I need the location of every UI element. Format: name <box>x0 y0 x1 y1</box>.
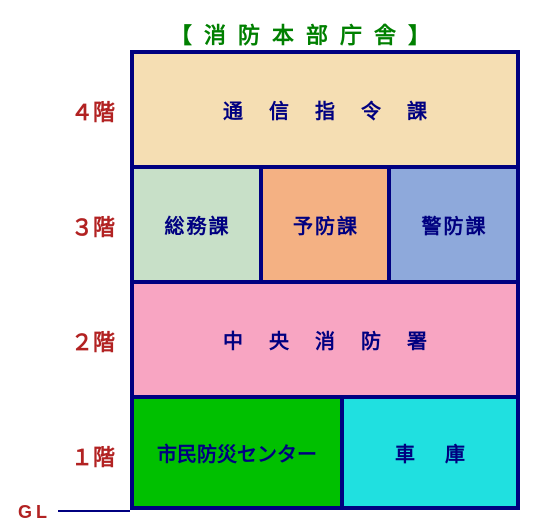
floor-label-4: ４階 <box>55 95 115 127</box>
room-r-f3-3: 警防課 <box>389 167 518 282</box>
room-label: 通信指令課 <box>197 95 453 124</box>
room-r-f3-2: 予防課 <box>261 167 389 282</box>
floor-label-2: ２階 <box>55 325 115 357</box>
room-label: 警防課 <box>420 210 488 239</box>
room-label: 予防課 <box>291 210 359 239</box>
room-label: 総務課 <box>163 210 231 239</box>
room-label: 市民防災センター <box>157 438 317 467</box>
gl-label: GL <box>18 502 51 523</box>
room-r-f1-2: 車庫 <box>342 397 518 508</box>
floor-label-3: ３階 <box>55 210 115 242</box>
floor-label-1: １階 <box>55 440 115 472</box>
building-outline: 通信指令課総務課 予防課 警防課中央消防署市民防災センター 車庫 <box>130 50 520 510</box>
gl-line <box>58 510 130 512</box>
diagram-title: 【消防本部庁舎】 <box>170 18 442 50</box>
room-r-f4-1: 通信指令課 <box>132 52 518 167</box>
room-r-f1-1: 市民防災センター <box>132 397 342 508</box>
room-r-f3-1: 総務課 <box>132 167 261 282</box>
room-r-f2-1: 中央消防署 <box>132 282 518 397</box>
room-label: 中央消防署 <box>197 325 453 354</box>
room-label: 車庫 <box>365 438 495 467</box>
